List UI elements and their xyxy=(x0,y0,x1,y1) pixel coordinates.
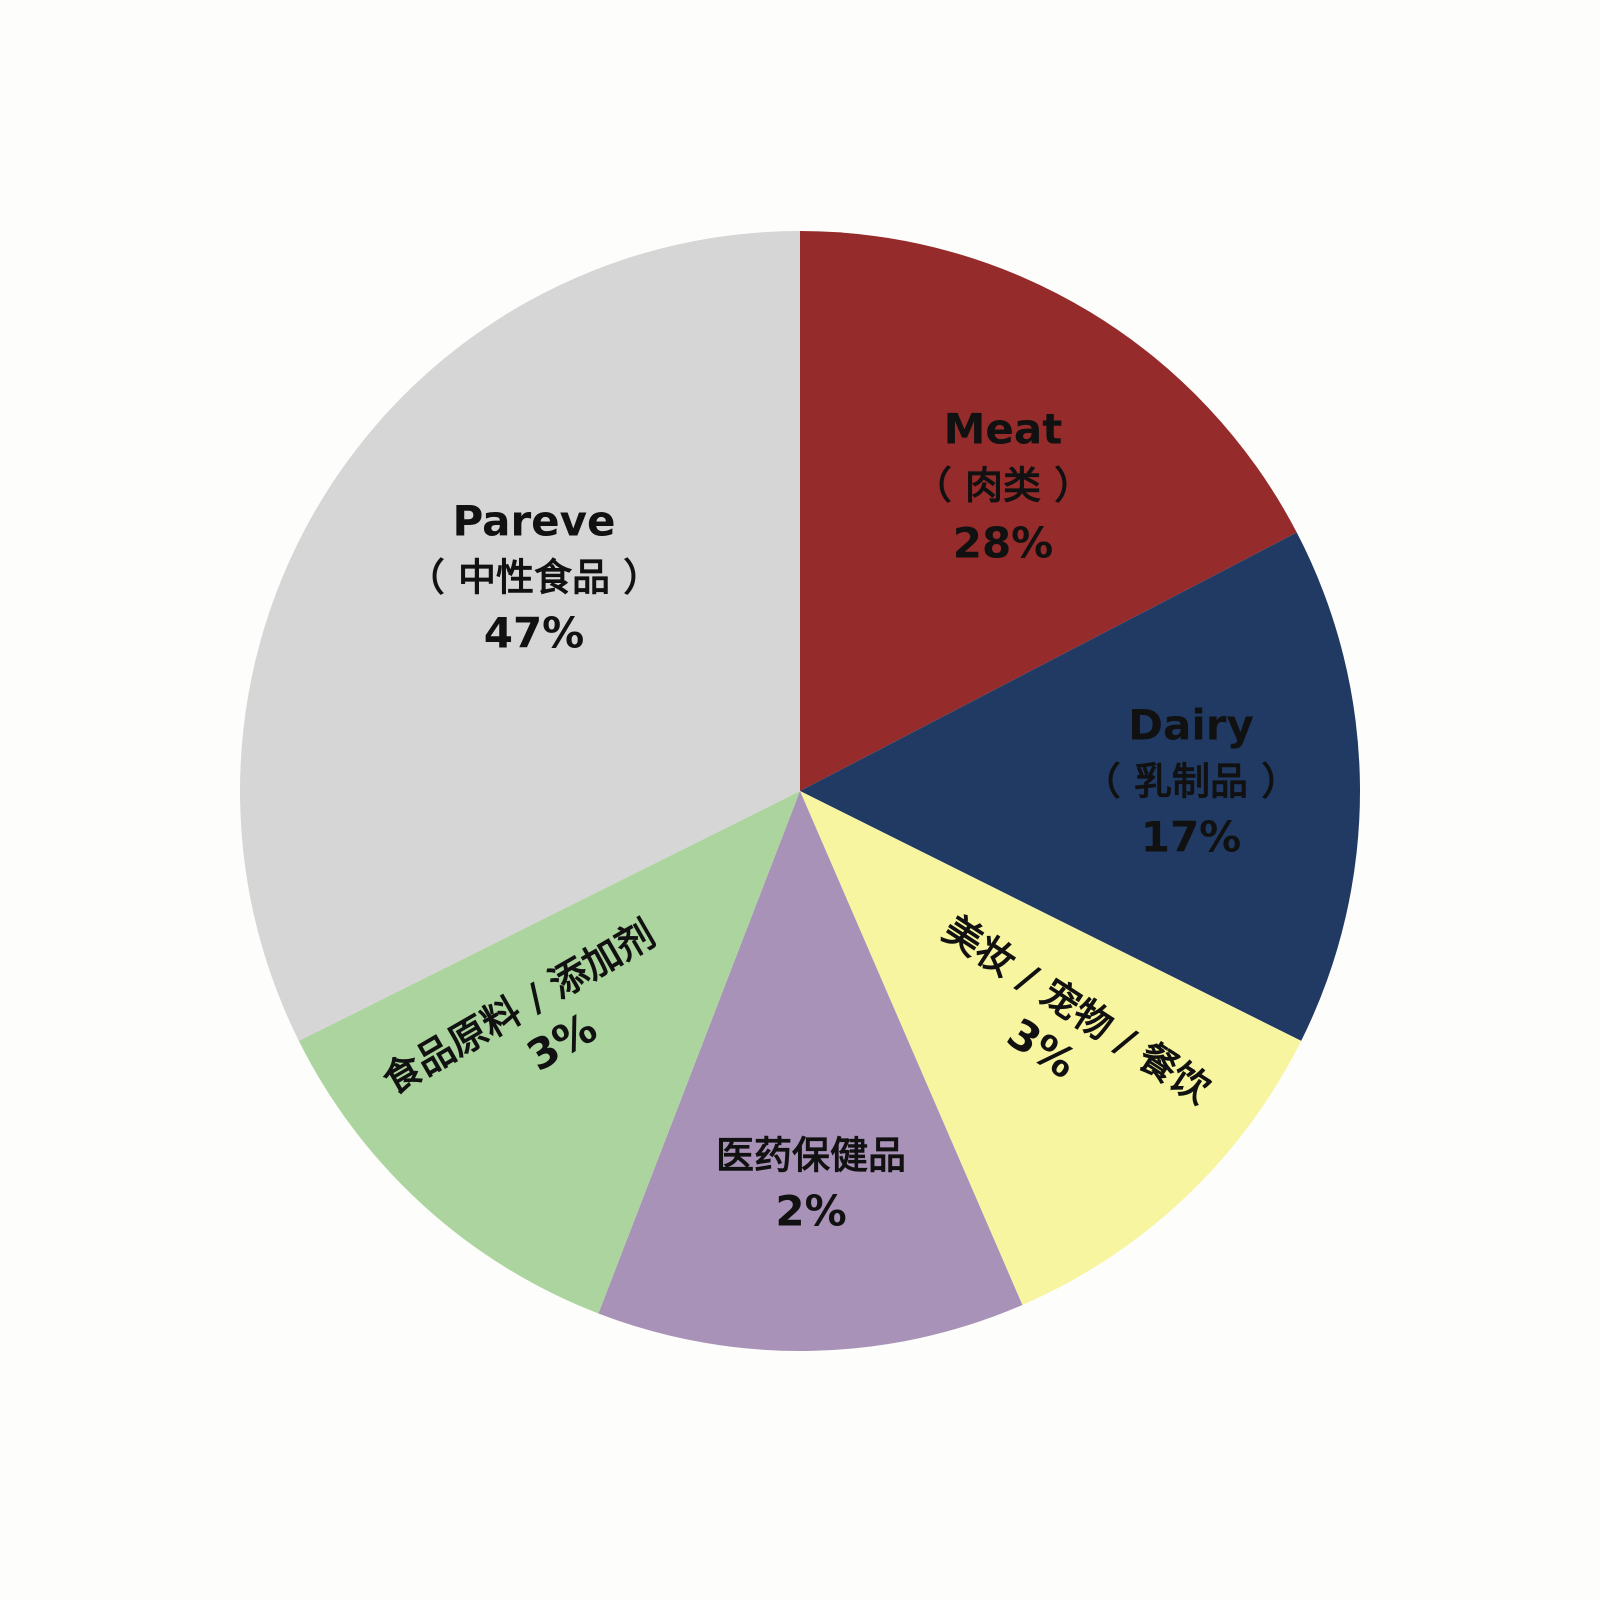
pie-slices xyxy=(240,231,1360,1352)
label-dairy: Dairy （ 乳制品 ） 17% xyxy=(1083,701,1299,862)
slice-value-medicine-health: 2% xyxy=(775,1187,846,1236)
slice-name-cn-meat: （ 肉类 ） xyxy=(914,464,1092,508)
slice-name-medicine-health: 医药保健品 xyxy=(716,1134,906,1178)
slice-name-cn-pareve: （ 中性食品 ） xyxy=(407,556,661,600)
slice-name-cn-dairy: （ 乳制品 ） xyxy=(1083,760,1299,804)
label-medicine-health: 医药保健品 2% xyxy=(716,1134,906,1236)
pie-slice-3 xyxy=(598,791,1023,1352)
pie-slice-1 xyxy=(800,532,1360,1041)
slice-name-pareve: Pareve xyxy=(452,497,615,546)
slice-value-meat: 28% xyxy=(953,519,1054,568)
pie-slice-4 xyxy=(298,791,800,1314)
pie-slice-2 xyxy=(800,791,1302,1305)
label-meat: Meat （ 肉类 ） 28% xyxy=(914,405,1092,568)
slice-value-dairy: 17% xyxy=(1141,813,1242,862)
slice-name-dairy: Dairy xyxy=(1128,701,1254,750)
pie-slice-0 xyxy=(800,231,1297,791)
label-pareve: Pareve （ 中性食品 ） 47% xyxy=(407,497,661,658)
pie-slice-5 xyxy=(240,231,800,1041)
slice-value-pareve: 47% xyxy=(484,609,585,658)
slice-name-meat: Meat xyxy=(944,405,1063,454)
